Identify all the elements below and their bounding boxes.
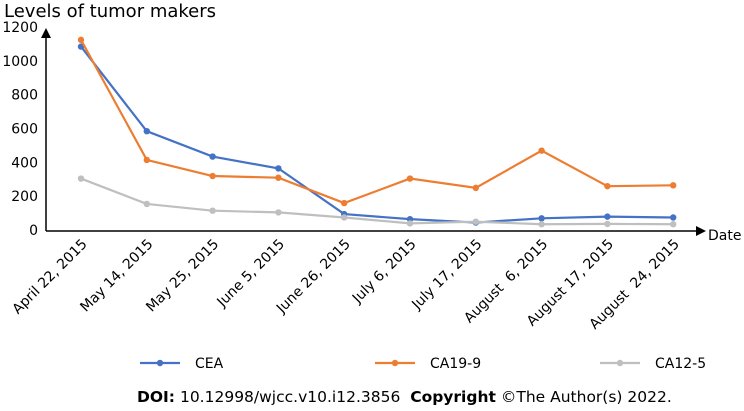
point	[143, 127, 150, 135]
y-tick-label: 200	[11, 189, 38, 205]
point	[604, 220, 611, 228]
legend-marker	[616, 359, 624, 367]
y-axis-arrow	[41, 28, 51, 38]
point	[275, 209, 282, 216]
doi-label: DOI:	[137, 388, 175, 406]
point	[275, 174, 282, 181]
point	[406, 175, 414, 182]
point	[143, 156, 150, 164]
point	[604, 213, 611, 220]
legend-label: CA12-5	[655, 356, 706, 372]
point	[472, 218, 479, 225]
point	[604, 182, 611, 190]
point	[77, 36, 85, 44]
y-tick-label: 1200	[2, 20, 38, 36]
point	[670, 214, 677, 221]
point	[406, 220, 414, 227]
point	[538, 147, 545, 154]
legend-label: CEA	[195, 356, 224, 372]
legend-marker	[156, 359, 164, 367]
footer: DOI: 10.12998/wjcc.v10.i12.3856 Copyrigh…	[137, 388, 672, 406]
point	[472, 184, 479, 192]
point	[209, 207, 216, 214]
legend-marker	[391, 359, 399, 367]
series-line	[80, 45, 674, 224]
x-tick-label: June 5, 2015	[214, 236, 289, 311]
point	[341, 199, 348, 207]
point	[341, 214, 348, 221]
doi: 10.12998/wjcc.v10.i12.3856	[180, 388, 400, 406]
point	[77, 175, 85, 182]
x-tick-label: July 6, 2015	[349, 236, 420, 307]
point	[538, 221, 545, 228]
chart-title: Levels of tumor makers	[4, 1, 216, 22]
point	[143, 200, 150, 208]
point	[209, 172, 216, 180]
series-line	[80, 177, 674, 226]
y-tick-label: 400	[11, 155, 38, 171]
y-tick-label: 800	[11, 88, 38, 104]
copyright-label: Copyright	[410, 388, 496, 406]
copyright: ©The Author(s) 2022.	[501, 388, 672, 406]
x-axis-arrow	[696, 226, 706, 236]
point	[670, 182, 677, 189]
series-line	[80, 39, 674, 205]
point	[209, 153, 216, 160]
y-tick-label: 600	[11, 122, 38, 138]
y-tick-label: 1000	[2, 54, 38, 70]
point	[275, 165, 282, 172]
y-tick-label: 0	[29, 223, 38, 239]
x-axis-label: Date	[708, 228, 741, 244]
point	[538, 215, 545, 222]
point	[670, 221, 677, 228]
legend-label: CA19-9	[430, 356, 481, 372]
